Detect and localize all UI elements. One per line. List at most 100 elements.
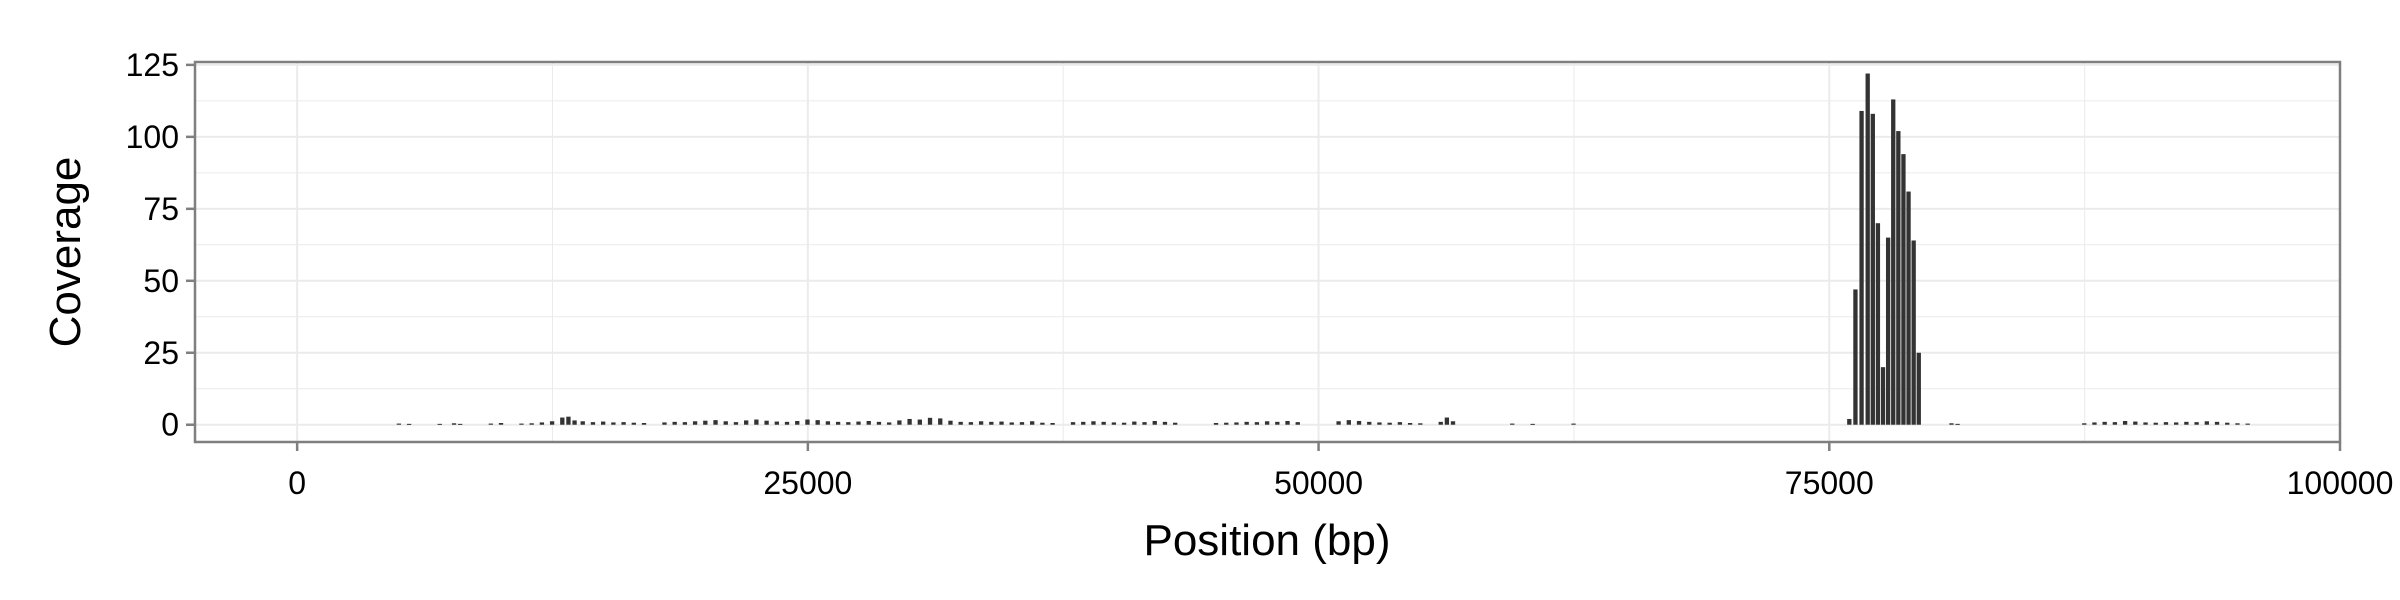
coverage-bar: [887, 422, 892, 425]
coverage-bar: [1070, 422, 1076, 425]
coverage-bar: [611, 422, 616, 425]
coverage-bar: [1356, 420, 1362, 425]
coverage-bar: [1450, 421, 1456, 425]
coverage-bar: [1040, 422, 1045, 425]
coverage-bar: [907, 418, 912, 425]
coverage-bar: [1865, 73, 1870, 425]
coverage-bar: [2133, 421, 2138, 425]
coverage-bar: [856, 421, 861, 425]
coverage-bar: [723, 421, 728, 425]
coverage-bar: [437, 423, 442, 425]
coverage-bar: [2112, 422, 2118, 425]
coverage-bar: [641, 423, 647, 425]
coverage-bar: [713, 420, 718, 425]
coverage-bar: [2235, 423, 2240, 425]
coverage-bars: [396, 73, 2250, 425]
coverage-bar: [406, 423, 412, 425]
coverage-bar: [2174, 422, 2179, 425]
coverage-bar: [927, 417, 933, 425]
coverage-bar: [1101, 421, 1106, 425]
coverage-bar: [2153, 422, 2158, 425]
coverage-bar: [631, 422, 636, 425]
coverage-bar: [1896, 131, 1901, 425]
coverage-bar: [815, 420, 820, 425]
coverage-bar: [1377, 422, 1382, 425]
coverage-bar: [1244, 421, 1249, 425]
coverage-bar: [621, 422, 626, 425]
coverage-bar: [733, 422, 739, 425]
coverage-bar: [978, 421, 984, 425]
coverage-bar: [1050, 423, 1055, 425]
coverage-bar: [968, 422, 974, 425]
coverage-bar: [566, 416, 571, 425]
coverage-bar: [560, 417, 565, 425]
coverage-bar: [2092, 422, 2097, 425]
coverage-bar: [1397, 422, 1403, 425]
coverage-bar: [1285, 420, 1290, 425]
coverage-bar: [1880, 367, 1886, 425]
coverage-bar: [989, 421, 994, 425]
coverage-bar: [1906, 191, 1911, 425]
coverage-bar: [601, 421, 606, 425]
coverage-bar: [672, 421, 677, 425]
coverage-bar: [1367, 421, 1372, 425]
coverage-bar: [488, 423, 493, 425]
coverage-bar: [580, 421, 585, 425]
coverage-bar: [938, 418, 943, 425]
coverage-bar: [754, 419, 759, 425]
coverage-bar: [2102, 421, 2107, 425]
coverage-bar: [897, 420, 902, 425]
coverage-bar: [2163, 422, 2169, 425]
coverage-bar: [1870, 113, 1875, 425]
coverage-bar: [549, 421, 555, 425]
coverage-bar: [682, 422, 688, 425]
coverage-bar: [774, 421, 779, 425]
coverage-bar: [1009, 422, 1014, 425]
coverage-bar: [572, 420, 577, 425]
coverage-bar: [1254, 422, 1260, 425]
coverage-bar: [1264, 421, 1270, 425]
coverage-bar: [1387, 422, 1392, 425]
y-tick-label: 100: [126, 119, 179, 155]
coverage-bar: [1275, 421, 1280, 425]
x-tick-label: 50000: [1274, 465, 1363, 501]
coverage-bar: [1891, 99, 1896, 425]
coverage-bar: [1152, 420, 1157, 425]
coverage-bar: [1510, 423, 1515, 425]
coverage-bar: [835, 421, 841, 425]
coverage-bar: [529, 423, 534, 425]
coverage-bar: [876, 421, 882, 425]
coverage-bar: [1346, 420, 1351, 425]
x-tick-label: 0: [288, 465, 306, 501]
coverage-bar: [1091, 421, 1096, 425]
coverage-bar: [1901, 154, 1906, 425]
coverage-bar: [458, 423, 463, 425]
coverage-bar: [662, 422, 667, 425]
coverage-bar: [2122, 420, 2128, 425]
coverage-bar: [1530, 423, 1535, 425]
coverage-bar: [451, 423, 457, 425]
coverage-bar: [1081, 421, 1086, 425]
coverage-bar: [2204, 421, 2209, 425]
coverage-bar: [396, 423, 402, 425]
coverage-bar: [2245, 423, 2250, 425]
coverage-bar: [1336, 421, 1341, 425]
coverage-bar: [1444, 417, 1450, 425]
coverage-bar: [1875, 223, 1881, 425]
coverage-bar: [2082, 423, 2087, 425]
coverage-bar: [1121, 422, 1127, 425]
x-tick-label: 75000: [1785, 465, 1874, 501]
coverage-bar: [1911, 240, 1916, 425]
coverage-bar: [1030, 421, 1035, 425]
coverage-bar: [1885, 237, 1891, 425]
coverage-bar: [866, 420, 871, 425]
coverage-bar: [764, 420, 769, 425]
coverage-bar: [805, 419, 810, 425]
coverage-bar: [1859, 110, 1864, 425]
y-tick-label: 25: [143, 335, 179, 371]
coverage-bar: [1407, 423, 1413, 425]
y-tick-label: 75: [143, 191, 179, 227]
coverage-bar: [1438, 421, 1443, 425]
y-axis-title: Coverage: [41, 157, 90, 348]
